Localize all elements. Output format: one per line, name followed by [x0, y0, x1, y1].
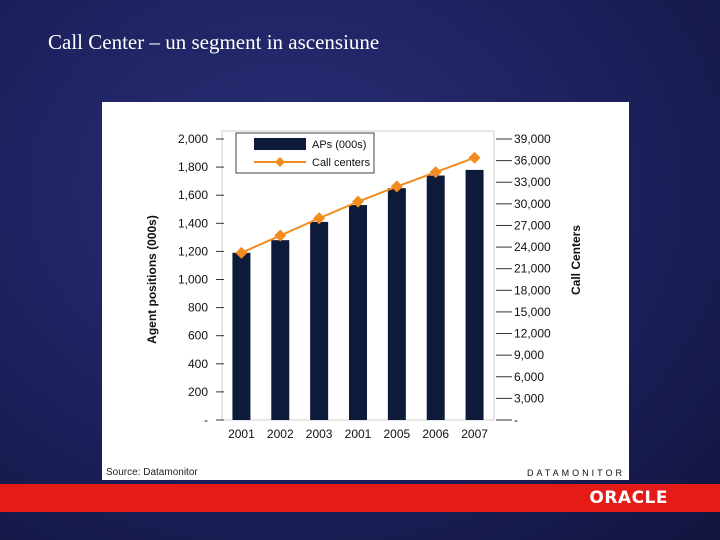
y-tick-label: 1,600: [178, 188, 208, 202]
slide-title: Call Center – un segment in ascensiune: [48, 30, 380, 54]
y2-tick-label: 33,000: [514, 175, 551, 189]
y2-tick-label: 3,000: [514, 391, 544, 405]
y2-tick-label: 30,000: [514, 197, 551, 211]
legend-bar-swatch: [254, 138, 306, 150]
x-tick-label: 2006: [422, 427, 449, 441]
y2-tick-label: 39,000: [514, 132, 551, 146]
y-tick-label: 1,800: [178, 160, 208, 174]
x-tick-label: 2005: [384, 427, 411, 441]
x-tick-label: 2003: [306, 427, 333, 441]
y-tick-label: 800: [188, 301, 208, 315]
line-point: [468, 151, 481, 164]
bar: [232, 252, 251, 420]
footer-bar: ORACLE: [0, 484, 720, 512]
y-tick-label: -: [204, 413, 208, 427]
chart-panel: - 200 400 600 800 1,000 1,200 1,400 1,600 1,800 2,…: [102, 102, 629, 480]
y2-tick-label: 9,000: [514, 348, 544, 362]
y2-tick-label: 15,000: [514, 305, 551, 319]
datamonitor-brand: DATAMONITOR: [527, 468, 625, 478]
legend-label-aps: APs (000s): [312, 139, 366, 151]
line-point: [429, 166, 442, 179]
legend-label-call-centers: Call centers: [312, 157, 371, 169]
bar: [349, 205, 367, 420]
y2-tick-label: 6,000: [514, 370, 544, 384]
y-tick-label: 600: [188, 329, 208, 343]
chart-canvas: - 200 400 600 800 1,000 1,200 1,400 1,600 1,800 2,…: [145, 130, 583, 441]
bar: [271, 240, 290, 420]
oracle-logo: ORACLE: [589, 488, 668, 508]
source-note: Source: Datamonitor: [106, 467, 198, 478]
y-tick-label: 1,400: [178, 216, 208, 230]
bar: [310, 221, 329, 420]
line-point: [274, 229, 287, 242]
y2-tick-label: 27,000: [514, 218, 551, 232]
y-tick-label: 200: [188, 385, 208, 399]
x-tick-label: 2001: [345, 427, 372, 441]
y2-tick-label: 21,000: [514, 262, 551, 276]
bar: [465, 169, 484, 420]
line-point: [235, 246, 248, 259]
y2-tick-label: 18,000: [514, 283, 551, 297]
x-tick-label: 2007: [461, 427, 488, 441]
x-tick-label: 2001: [228, 427, 255, 441]
y2-tick-label: -: [514, 413, 518, 427]
line-point: [390, 180, 403, 193]
y2-axis-title: Call Centers: [569, 225, 583, 295]
legend-line-marker: [275, 157, 285, 167]
y-tick-label: 1,000: [178, 273, 208, 287]
y-axis-title: Agent positions (000s): [145, 215, 159, 344]
y-tick-label: 1,200: [178, 244, 208, 258]
bar: [387, 188, 406, 420]
line-point: [352, 195, 364, 208]
y2-tick-label: 36,000: [514, 154, 551, 168]
y-tick-label: 400: [188, 357, 208, 371]
x-tick-label: 2002: [267, 427, 294, 441]
bar: [426, 175, 445, 420]
y-tick-label: 2,000: [178, 132, 208, 146]
y2-tick-label: 12,000: [514, 327, 551, 341]
line-point: [313, 212, 326, 225]
y2-tick-label: 24,000: [514, 240, 551, 254]
